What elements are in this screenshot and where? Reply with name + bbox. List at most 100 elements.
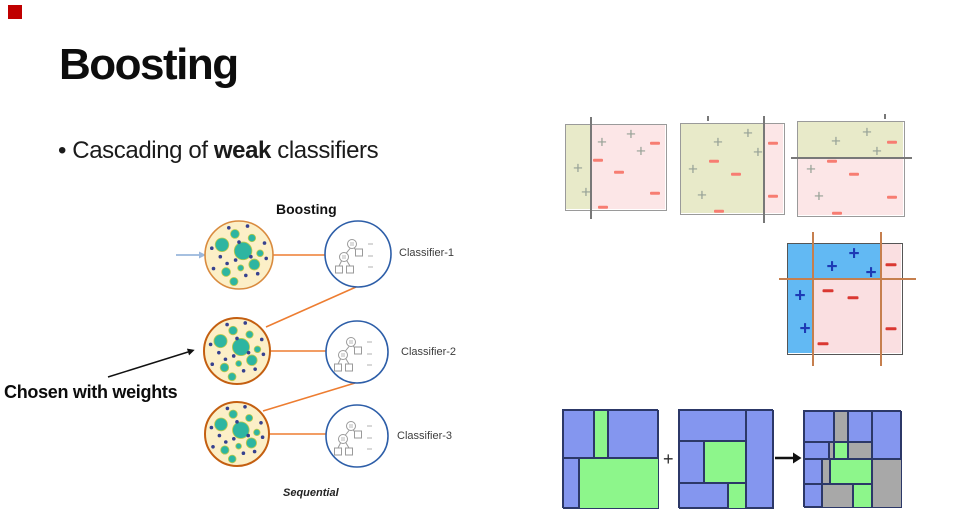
- green-region: [728, 483, 746, 509]
- split-line-vertical-2: [880, 232, 882, 366]
- gray-region: [834, 411, 848, 442]
- minus-mark: [817, 342, 829, 346]
- cell-outline: [679, 441, 704, 483]
- green-region: [834, 442, 848, 459]
- region-olive: [566, 125, 591, 209]
- minus-mark: [827, 159, 837, 163]
- minus-mark: [849, 172, 859, 176]
- gray-region: [822, 484, 853, 508]
- split-line-vertical-1: [812, 232, 814, 366]
- green-region: [704, 441, 746, 483]
- plus-mark: +: [573, 158, 583, 178]
- minus-mark: [768, 141, 778, 145]
- plus-mark: +: [826, 256, 838, 278]
- cell-outline: [679, 483, 728, 509]
- plus-mark: +: [753, 142, 763, 162]
- partition-square-1: [562, 409, 659, 509]
- minus-mark: [887, 140, 897, 144]
- cell-outline: [804, 459, 822, 484]
- plus-mark: +: [626, 124, 636, 144]
- plus-mark: +: [597, 132, 607, 152]
- plus-mark: +: [581, 182, 591, 202]
- split-line-horizontal: [779, 278, 916, 280]
- green-region: [594, 410, 608, 458]
- split-square-2: + + + + +: [680, 123, 785, 215]
- cell-outline: [563, 410, 594, 458]
- plus-operator: +: [663, 449, 674, 469]
- classifier-3-label: Classifier-3: [397, 430, 453, 442]
- minus-mark: [885, 327, 897, 331]
- bullet-text: classifiers: [270, 137, 379, 164]
- diagram-title: Boosting: [276, 201, 337, 217]
- decision-tree-icon: [334, 421, 372, 456]
- plus-mark: +: [806, 159, 816, 179]
- cell-outline: [848, 411, 872, 442]
- plus-mark: +: [865, 262, 877, 284]
- bullet-text: Cascading of: [72, 137, 214, 164]
- partition-square-3: [803, 410, 902, 508]
- plus-mark: +: [636, 141, 646, 161]
- bullet-point: • Cascading of weak classifiers: [58, 137, 379, 165]
- cell-outline: [804, 484, 822, 508]
- minus-mark: [885, 263, 897, 267]
- cell-outline: [746, 410, 774, 509]
- plus-mark: +: [799, 318, 811, 340]
- region-pink: [798, 158, 903, 215]
- minus-mark: [598, 205, 608, 209]
- partition-square-2: [678, 409, 774, 509]
- plus-mark: +: [831, 131, 841, 151]
- split-line: [791, 157, 912, 159]
- plus-mark: +: [713, 132, 723, 152]
- plus-mark: +: [743, 123, 753, 143]
- data-sample-circle: [203, 317, 271, 385]
- cell-outline: [608, 410, 659, 458]
- region-blue-left: [788, 244, 813, 353]
- sequential-caption: Sequential: [283, 487, 339, 499]
- minus-mark: [614, 170, 624, 174]
- gray-region: [829, 442, 834, 459]
- cell-outline: [679, 410, 746, 441]
- minus-mark: [593, 158, 603, 162]
- split-line: [763, 116, 765, 223]
- decision-tree-icon: [335, 239, 373, 274]
- right-arrow-icon: [775, 452, 802, 464]
- minus-mark: [768, 194, 778, 198]
- minus-mark: [709, 159, 719, 163]
- split-square-1: + + + + +: [565, 124, 667, 211]
- plus-mark: +: [872, 141, 882, 161]
- minus-mark: [714, 209, 724, 213]
- classifier-node: [325, 320, 389, 384]
- plus-mark: +: [814, 186, 824, 206]
- region-pink-topright: [881, 244, 901, 279]
- bullet-text-bold: weak: [213, 137, 272, 164]
- split-line: [590, 117, 592, 219]
- bullet-marker: •: [58, 137, 67, 164]
- region-pink: [764, 124, 783, 213]
- plus-mark: +: [794, 285, 806, 307]
- data-sample-circle: [204, 401, 270, 467]
- minus-mark: [832, 211, 842, 215]
- green-region: [853, 484, 872, 508]
- page-title: Boosting: [59, 40, 239, 89]
- minus-mark: [847, 296, 859, 300]
- cell-outline: [563, 458, 579, 509]
- plus-mark: +: [688, 159, 698, 179]
- gray-region: [848, 442, 872, 459]
- region-olive: [681, 124, 764, 213]
- plus-mark: +: [697, 185, 707, 205]
- classifier-node: [325, 404, 389, 468]
- region-olive: [798, 122, 903, 158]
- boundary-square: + + + + +: [787, 243, 903, 355]
- minus-mark: [650, 191, 660, 195]
- decision-tree-icon: [334, 337, 372, 372]
- minus-mark: [731, 172, 741, 176]
- classifier-2-label: Classifier-2: [401, 346, 457, 358]
- classifier-1-label: Classifier-1: [399, 247, 455, 259]
- gray-region: [822, 459, 830, 484]
- green-region: [830, 459, 872, 484]
- green-region: [579, 458, 659, 509]
- data-sample-circle: [204, 220, 274, 290]
- region-pink: [591, 125, 665, 209]
